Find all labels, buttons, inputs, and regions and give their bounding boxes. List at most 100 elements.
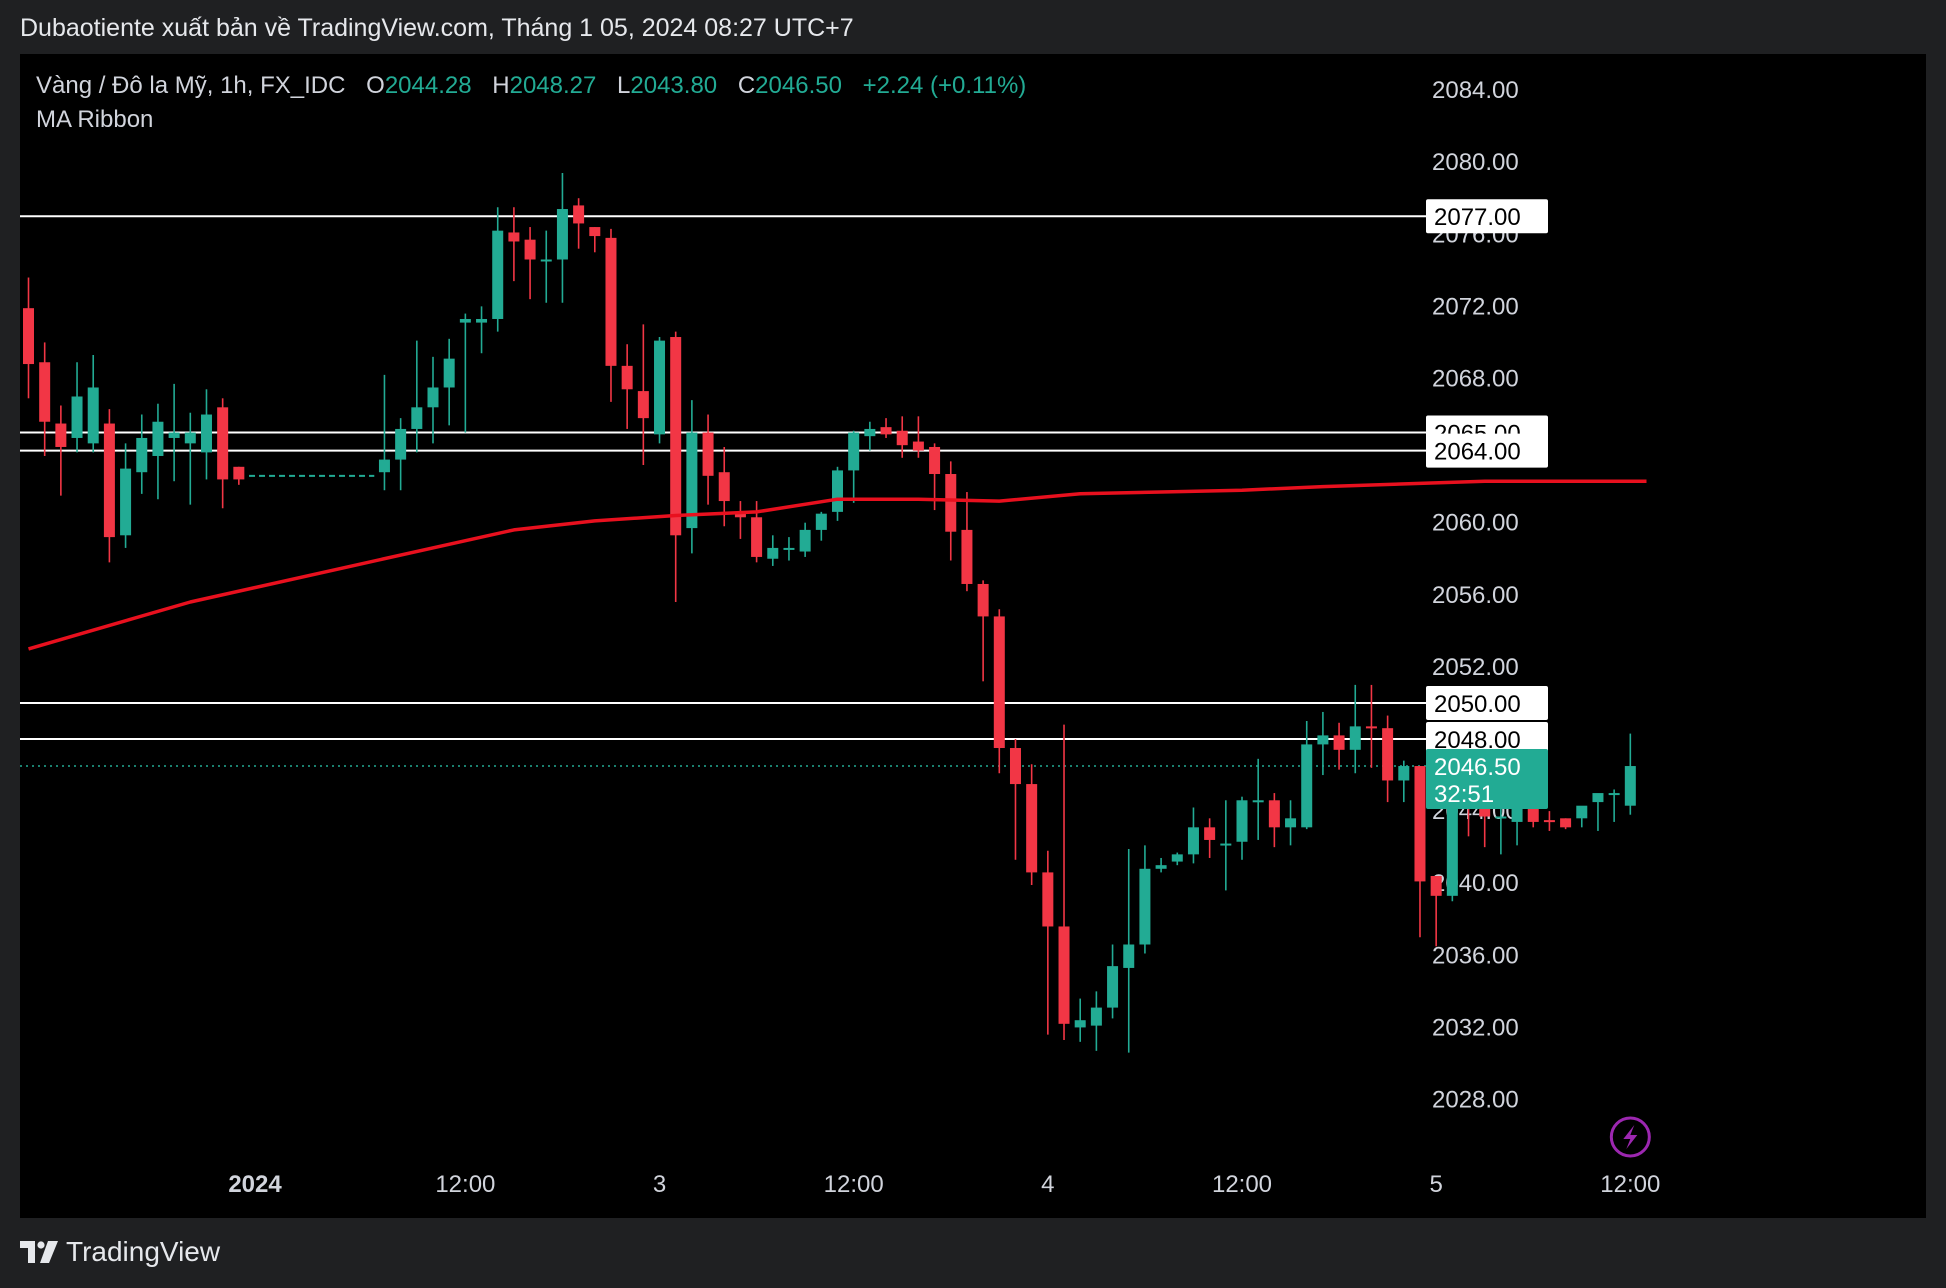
candle[interactable] [1285,818,1297,828]
chart-panel[interactable]: 2084.002080.002076.002072.002068.002064.… [20,54,1926,1218]
candle[interactable] [200,414,212,453]
candle[interactable] [767,547,779,559]
candle[interactable] [1171,854,1183,862]
candle[interactable] [605,237,617,366]
candle[interactable] [1446,776,1458,896]
candle[interactable] [832,470,843,512]
candle[interactable] [395,428,407,460]
price-tag[interactable] [1426,722,1548,756]
candle[interactable] [1592,793,1604,803]
candle[interactable] [718,472,730,502]
candle[interactable] [411,407,423,429]
candle[interactable] [1301,744,1313,828]
candle[interactable] [1624,766,1636,806]
candle[interactable] [184,432,196,444]
candle[interactable] [524,239,536,260]
candle[interactable] [945,474,957,532]
candle[interactable] [783,547,795,550]
candle[interactable] [621,365,633,390]
candle[interactable] [233,466,245,480]
tradingview-logo[interactable]: TradingView [20,1236,220,1268]
candle[interactable] [136,437,148,473]
candle[interactable] [896,430,908,446]
candle[interactable] [1382,728,1394,781]
candle[interactable] [1074,1020,1086,1028]
candle[interactable] [1560,818,1572,828]
candle[interactable] [1187,827,1199,855]
candle[interactable] [23,308,34,365]
candle[interactable] [686,432,698,529]
candle[interactable] [1139,868,1151,945]
candle[interactable] [702,432,714,476]
candle[interactable] [71,396,83,438]
candle[interactable] [977,583,989,617]
candle[interactable] [1527,800,1539,822]
indicator-label[interactable]: MA Ribbon [36,106,154,133]
candle[interactable] [1543,820,1555,823]
candle[interactable] [864,428,876,437]
symbol-name[interactable]: Vàng / Đô la Mỹ, 1h, FX_IDC [36,72,346,99]
candle[interactable] [103,423,115,538]
candle[interactable] [670,337,682,536]
candle[interactable] [815,513,827,530]
candle[interactable] [929,446,941,475]
candle[interactable] [1236,800,1248,842]
ma-ribbon-line[interactable] [28,479,1647,651]
candle[interactable] [1414,766,1426,882]
price-tag[interactable] [1426,685,1548,720]
candle[interactable] [1430,876,1442,896]
symbol-legend[interactable]: Vàng / Đô la Mỹ, 1h, FX_IDC O2044.28 H20… [36,72,1026,100]
candle[interactable] [1511,800,1523,822]
candle[interactable] [880,427,892,435]
candle[interactable] [1268,800,1280,828]
candle[interactable] [912,441,924,451]
candle[interactable] [961,529,973,584]
candle[interactable] [1398,766,1410,781]
candle[interactable] [1608,793,1620,796]
candle[interactable] [1576,805,1588,819]
candle[interactable] [87,387,99,444]
candle[interactable] [1123,944,1135,968]
price-tag[interactable] [1426,199,1548,234]
candle[interactable] [1026,784,1038,873]
candle[interactable] [152,421,164,456]
candle[interactable] [848,432,860,471]
candle[interactable] [1220,843,1232,846]
candle[interactable] [589,227,601,237]
candle[interactable] [637,391,649,419]
price-chart[interactable]: 2084.002080.002076.002072.002068.002064.… [20,54,1926,1218]
candle[interactable] [1107,966,1119,1008]
candle[interactable] [654,340,666,435]
candle[interactable] [1058,926,1070,1024]
candle[interactable] [443,358,455,388]
candle[interactable] [168,432,180,438]
candle[interactable] [1317,735,1329,745]
candle[interactable] [1009,748,1021,785]
candle[interactable] [1252,800,1264,803]
candle[interactable] [1090,1007,1102,1026]
candle[interactable] [1495,816,1507,819]
price-tag[interactable] [1426,433,1548,468]
candle[interactable] [476,318,488,323]
candle[interactable] [540,259,552,262]
candle[interactable] [751,517,763,557]
last-price-tag[interactable] [1426,749,1548,810]
candle[interactable] [1365,726,1377,729]
candle[interactable] [1155,865,1167,869]
candle[interactable] [556,209,568,260]
candle[interactable] [734,511,746,518]
candle[interactable] [1042,872,1054,927]
candle[interactable] [993,616,1005,749]
candle[interactable] [39,362,51,422]
candle[interactable] [120,468,132,536]
candle[interactable] [799,529,811,552]
candle[interactable] [508,232,520,242]
candle[interactable] [1333,735,1345,750]
candle[interactable] [573,205,585,224]
candle[interactable] [427,387,439,408]
candle[interactable] [378,459,390,473]
candle[interactable] [55,423,67,447]
candle[interactable] [492,230,504,319]
candle[interactable] [1349,726,1361,750]
lightning-icon[interactable] [1609,1116,1651,1158]
